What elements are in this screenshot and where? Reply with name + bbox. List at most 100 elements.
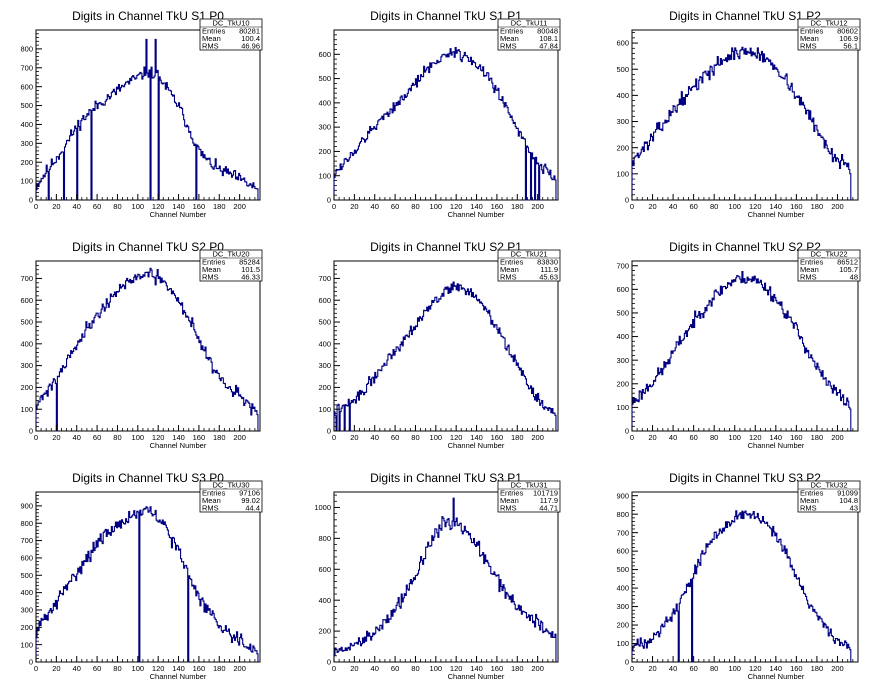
stats-value: 117.9 (540, 496, 558, 505)
x-tick-label: 180 (213, 202, 226, 211)
histogram-panel: Digits in Channel TkU S1 P1 0 20 40 60 80 100 1… (318, 9, 561, 219)
stats-label: Entries (202, 489, 226, 498)
stats-value: 111.9 (540, 265, 558, 274)
x-tick-label: 20 (52, 664, 60, 673)
histogram-series (333, 497, 557, 662)
stats-label: RMS (202, 504, 219, 513)
y-tick-label: 700 (318, 274, 331, 283)
x-tick-label: 120 (450, 202, 463, 211)
y-tick-label: 0 (327, 658, 331, 667)
stats-value: 99.02 (241, 496, 260, 505)
x-tick-label: 160 (193, 664, 206, 673)
x-tick-label: 180 (213, 433, 226, 442)
x-tick-label: 180 (511, 664, 524, 673)
plot-frame (631, 491, 859, 663)
x-tick-label: 80 (710, 433, 718, 442)
x-tick-label: 80 (113, 664, 121, 673)
histogram-series (333, 46, 557, 201)
stats-name: DC_TkU10 (212, 19, 249, 28)
x-tick-label: 80 (411, 664, 419, 673)
x-tick-label: 80 (113, 433, 121, 442)
stats-name: DC_TkU11 (511, 19, 548, 28)
histogram-panel: Digits in Channel TkU S3 P2 0 20 40 60 80 100 1… (616, 471, 861, 681)
x-tick-label: 20 (648, 664, 656, 673)
x-tick-label: 200 (531, 202, 544, 211)
x-axis-label: Channel Number (748, 672, 805, 681)
y-tick-label: 400 (20, 339, 33, 348)
x-tick-label: 160 (491, 664, 504, 673)
stats-value: 56.1 (843, 42, 858, 51)
y-tick-label: 200 (318, 147, 331, 156)
y-tick-label: 700 (616, 261, 629, 270)
y-tick-label: 0 (29, 427, 33, 436)
chart-title: Digits in Channel TkU S1 P1 (370, 9, 522, 23)
chart-title: Digits in Channel TkU S2 P0 (72, 240, 224, 254)
stats-value: 91099 (837, 489, 858, 498)
histogram-series (35, 38, 259, 201)
x-tick-label: 60 (93, 202, 101, 211)
y-tick-label: 500 (318, 74, 331, 83)
y-tick-label: 600 (20, 296, 33, 305)
x-tick-label: 40 (73, 664, 81, 673)
y-tick-label: 700 (20, 536, 33, 545)
x-tick-label: 20 (52, 202, 60, 211)
x-tick-label: 0 (332, 664, 336, 673)
x-axis-label: Channel Number (150, 672, 207, 681)
stats-box-frame (797, 249, 861, 282)
y-tick-label: 600 (318, 50, 331, 59)
x-tick-label: 40 (669, 202, 677, 211)
x-tick-label: 0 (34, 202, 38, 211)
stats-value: 45.63 (539, 273, 558, 282)
stats-name: DC_TkU21 (510, 250, 547, 259)
plot-frame (35, 260, 261, 432)
x-tick-label: 140 (172, 202, 185, 211)
y-tick-label: 700 (20, 274, 33, 283)
stats-value: 44.4 (245, 504, 260, 513)
histogram-series (631, 510, 852, 663)
stats-value: 100.4 (241, 34, 260, 43)
histogram-series (35, 506, 259, 663)
x-tick-label: 60 (391, 202, 399, 211)
y-tick-label: 300 (616, 356, 629, 365)
x-axis-label: Channel Number (448, 672, 505, 681)
y-tick-label: 200 (20, 158, 33, 167)
x-tick-label: 180 (511, 433, 524, 442)
y-tick-label: 500 (616, 65, 629, 74)
x-tick-label: 60 (93, 664, 101, 673)
stats-label: Entries (500, 258, 524, 267)
chart-title: Digits in Channel TkU S2 P2 (669, 240, 821, 254)
y-tick-label: 700 (616, 528, 629, 537)
x-tick-label: 160 (790, 202, 803, 211)
y-tick-label: 500 (318, 318, 331, 327)
x-tick-label: 160 (193, 433, 206, 442)
y-tick-label: 400 (20, 588, 33, 597)
y-tick-label: 0 (327, 196, 331, 205)
chart-title: Digits in Channel TkU S3 P0 (72, 471, 224, 485)
stats-label: Mean (202, 34, 221, 43)
plot-frame (631, 29, 859, 201)
x-tick-label: 100 (430, 433, 443, 442)
stats-label: Entries (500, 27, 524, 36)
x-tick-label: 0 (630, 664, 634, 673)
x-axis-label: Channel Number (448, 441, 505, 450)
x-tick-label: 160 (491, 433, 504, 442)
x-tick-label: 0 (34, 664, 38, 673)
y-tick-label: 200 (20, 623, 33, 632)
x-tick-label: 20 (52, 433, 60, 442)
x-tick-label: 60 (689, 202, 697, 211)
x-axis-label: Channel Number (150, 441, 207, 450)
stats-value: 83830 (537, 258, 558, 267)
y-tick-label: 200 (318, 627, 331, 636)
stats-name: DC_TkU20 (212, 250, 249, 259)
y-tick-label: 500 (20, 318, 33, 327)
stats-label: Entries (202, 258, 226, 267)
stats-label: RMS (500, 273, 517, 282)
y-tick-label: 0 (625, 196, 629, 205)
stats-box-frame (497, 18, 561, 51)
x-tick-label: 120 (749, 202, 762, 211)
stats-box-frame (199, 18, 263, 51)
stats-value: 47.84 (539, 42, 558, 51)
x-tick-label: 120 (450, 664, 463, 673)
